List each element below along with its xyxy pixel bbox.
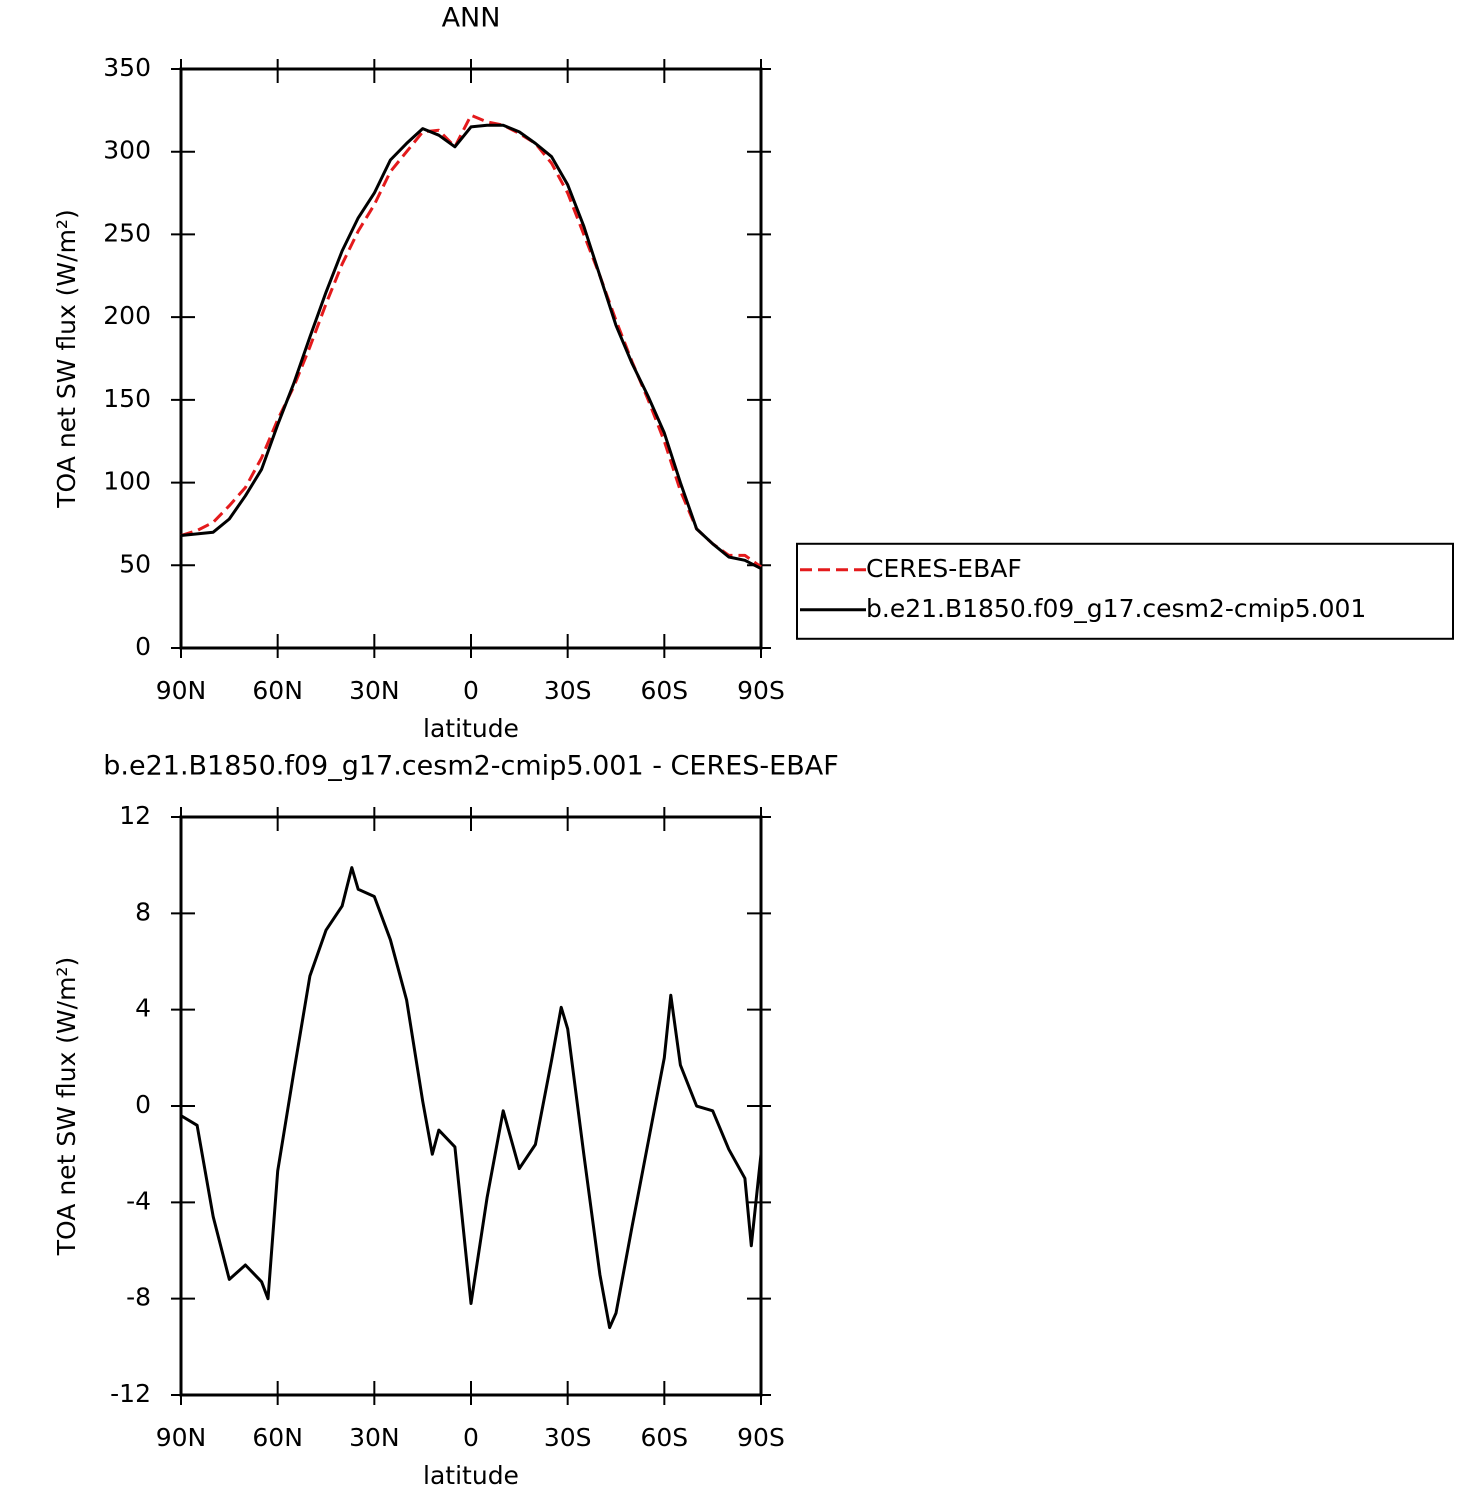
x-tick-label: 90S bbox=[737, 676, 785, 705]
x-tick-label: 0 bbox=[463, 676, 479, 705]
x-tick-label: 30N bbox=[349, 676, 400, 705]
y-tick-label: 50 bbox=[119, 549, 151, 578]
x-axis-label: latitude bbox=[423, 714, 519, 743]
x-tick-label: 60S bbox=[640, 676, 688, 705]
x-tick-label: 90S bbox=[737, 1423, 785, 1452]
y-tick-label: 350 bbox=[103, 53, 151, 82]
x-tick-label: 90N bbox=[156, 1423, 207, 1452]
chart-title: b.e21.B1850.f09_g17.cesm2-cmip5.001 - CE… bbox=[103, 751, 838, 782]
data-line bbox=[180, 123, 762, 570]
y-tick-label: 0 bbox=[135, 632, 151, 661]
y-tick-label: -8 bbox=[126, 1283, 151, 1312]
y-tick-label: 8 bbox=[135, 897, 151, 926]
y-tick-label: 150 bbox=[103, 384, 151, 413]
x-tick-label: 60N bbox=[252, 1423, 303, 1452]
x-tick-label: 90N bbox=[156, 676, 207, 705]
legend-box bbox=[796, 542, 1454, 640]
y-tick-label: 200 bbox=[103, 301, 151, 330]
data-line bbox=[180, 866, 763, 1330]
x-tick-label: 0 bbox=[463, 1423, 479, 1452]
y-axis-label: TOA net SW flux (W/m²) bbox=[52, 957, 81, 1256]
x-tick-label: 30N bbox=[349, 1423, 400, 1452]
data-line bbox=[180, 113, 762, 569]
y-tick-label: 100 bbox=[103, 467, 151, 496]
y-tick-label: 4 bbox=[135, 994, 151, 1023]
legend-label: b.e21.B1850.f09_g17.cesm2-cmip5.001 bbox=[866, 594, 1366, 623]
y-tick-label: 0 bbox=[135, 1090, 151, 1119]
y-tick-label: 250 bbox=[103, 218, 151, 247]
y-tick-label: -4 bbox=[126, 1186, 151, 1215]
legend-label: CERES-EBAF bbox=[866, 554, 1022, 583]
y-tick-label: 12 bbox=[119, 801, 151, 830]
plot-frame bbox=[179, 815, 763, 1397]
x-tick-label: 60N bbox=[252, 676, 303, 705]
chart-title: ANN bbox=[442, 3, 501, 34]
x-tick-label: 30S bbox=[544, 676, 592, 705]
y-tick-label: 300 bbox=[103, 136, 151, 165]
x-axis-label: latitude bbox=[423, 1461, 519, 1490]
y-axis-label: TOA net SW flux (W/m²) bbox=[52, 209, 81, 508]
x-tick-label: 60S bbox=[640, 1423, 688, 1452]
plot-frame bbox=[179, 67, 763, 650]
y-tick-label: -12 bbox=[110, 1379, 151, 1408]
x-tick-label: 30S bbox=[544, 1423, 592, 1452]
